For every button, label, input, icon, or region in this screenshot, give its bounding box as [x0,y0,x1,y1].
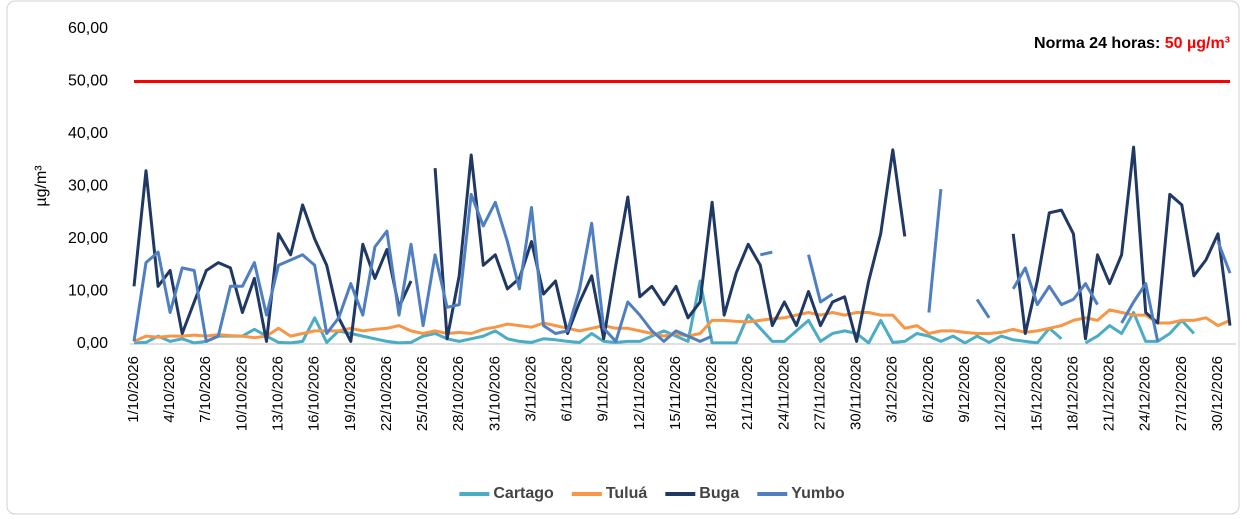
series-line [975,298,991,319]
annotation: Norma 24 horas: 50 µg/m³ [1034,35,1230,52]
series-line [1120,282,1160,342]
y-tick-label: 40,00 [68,125,108,142]
x-tick-label: 15/12/2026 [1028,356,1045,431]
x-tick-label: 27/12/2026 [1173,356,1190,431]
x-tick-label: 3/11/2026 [522,356,539,422]
x-tick-label: 9/11/2026 [595,356,612,422]
x-tick-label: 6/11/2026 [559,356,576,422]
x-tick-label: 18/12/2026 [1064,356,1081,431]
y-tick-label: 20,00 [68,230,108,247]
y-tick-label: 30,00 [68,178,108,195]
series-line [133,279,1063,345]
x-tick-label: 4/10/2026 [161,356,178,423]
x-tick-label: 12/12/2026 [992,356,1009,431]
series-line [1216,241,1232,274]
x-tick-label: 12/11/2026 [631,356,648,430]
series-line [1011,266,1099,307]
y-tick-label: 60,00 [68,20,108,37]
x-tick-label: 25/10/2026 [414,356,431,431]
legend-label: Cartago [493,485,554,502]
series-line [927,188,943,313]
x-tick-label: 21/12/2026 [1101,356,1118,431]
annotation-value: 50 µg/m³ [1165,35,1230,52]
legend-label: Buga [699,485,739,502]
annotation-text: Norma 24 horas: [1034,35,1160,52]
series-line [1084,311,1196,345]
legend-label: Tuluá [606,485,648,502]
series-line [132,192,713,343]
x-tick-label: 22/10/2026 [378,356,395,431]
x-tick-label: 9/12/2026 [956,356,973,423]
x-tick-label: 1/10/2026 [125,356,142,423]
series-line [759,250,773,257]
x-tick-label: 30/12/2026 [1209,356,1226,431]
legend-label: Yumbo [791,485,845,502]
y-axis-label: µg/m³ [33,165,50,207]
x-tick-label: 7/10/2026 [197,356,214,423]
x-tick-label: 21/11/2026 [739,356,756,430]
x-tick-label: 28/10/2026 [450,356,467,431]
series-line [1011,145,1232,341]
x-tick-label: 6/12/2026 [920,356,937,423]
y-tick-label: 10,00 [68,283,108,300]
x-tick-label: 16/10/2026 [306,356,323,431]
series-line [807,254,834,304]
x-tick-label: 27/11/2026 [811,356,828,430]
x-tick-label: 10/10/2026 [233,356,250,431]
x-tick-label: 30/11/2026 [848,356,865,430]
y-tick-label: 0,00 [77,335,108,352]
x-tick-label: 24/11/2026 [775,356,792,430]
chart-frame [6,0,1240,515]
x-tick-label: 3/12/2026 [884,356,901,423]
series-line [433,148,907,343]
y-tick-label: 50,00 [68,73,108,90]
x-tick-label: 13/10/2026 [269,356,286,431]
x-tick-label: 24/12/2026 [1137,356,1154,431]
x-tick-label: 31/10/2026 [486,356,503,431]
x-tick-label: 18/11/2026 [703,356,720,430]
x-tick-label: 19/10/2026 [342,356,359,431]
x-tick-label: 15/11/2026 [667,356,684,430]
legend: Cartago Tuluá Buga Yumbo [459,485,845,502]
